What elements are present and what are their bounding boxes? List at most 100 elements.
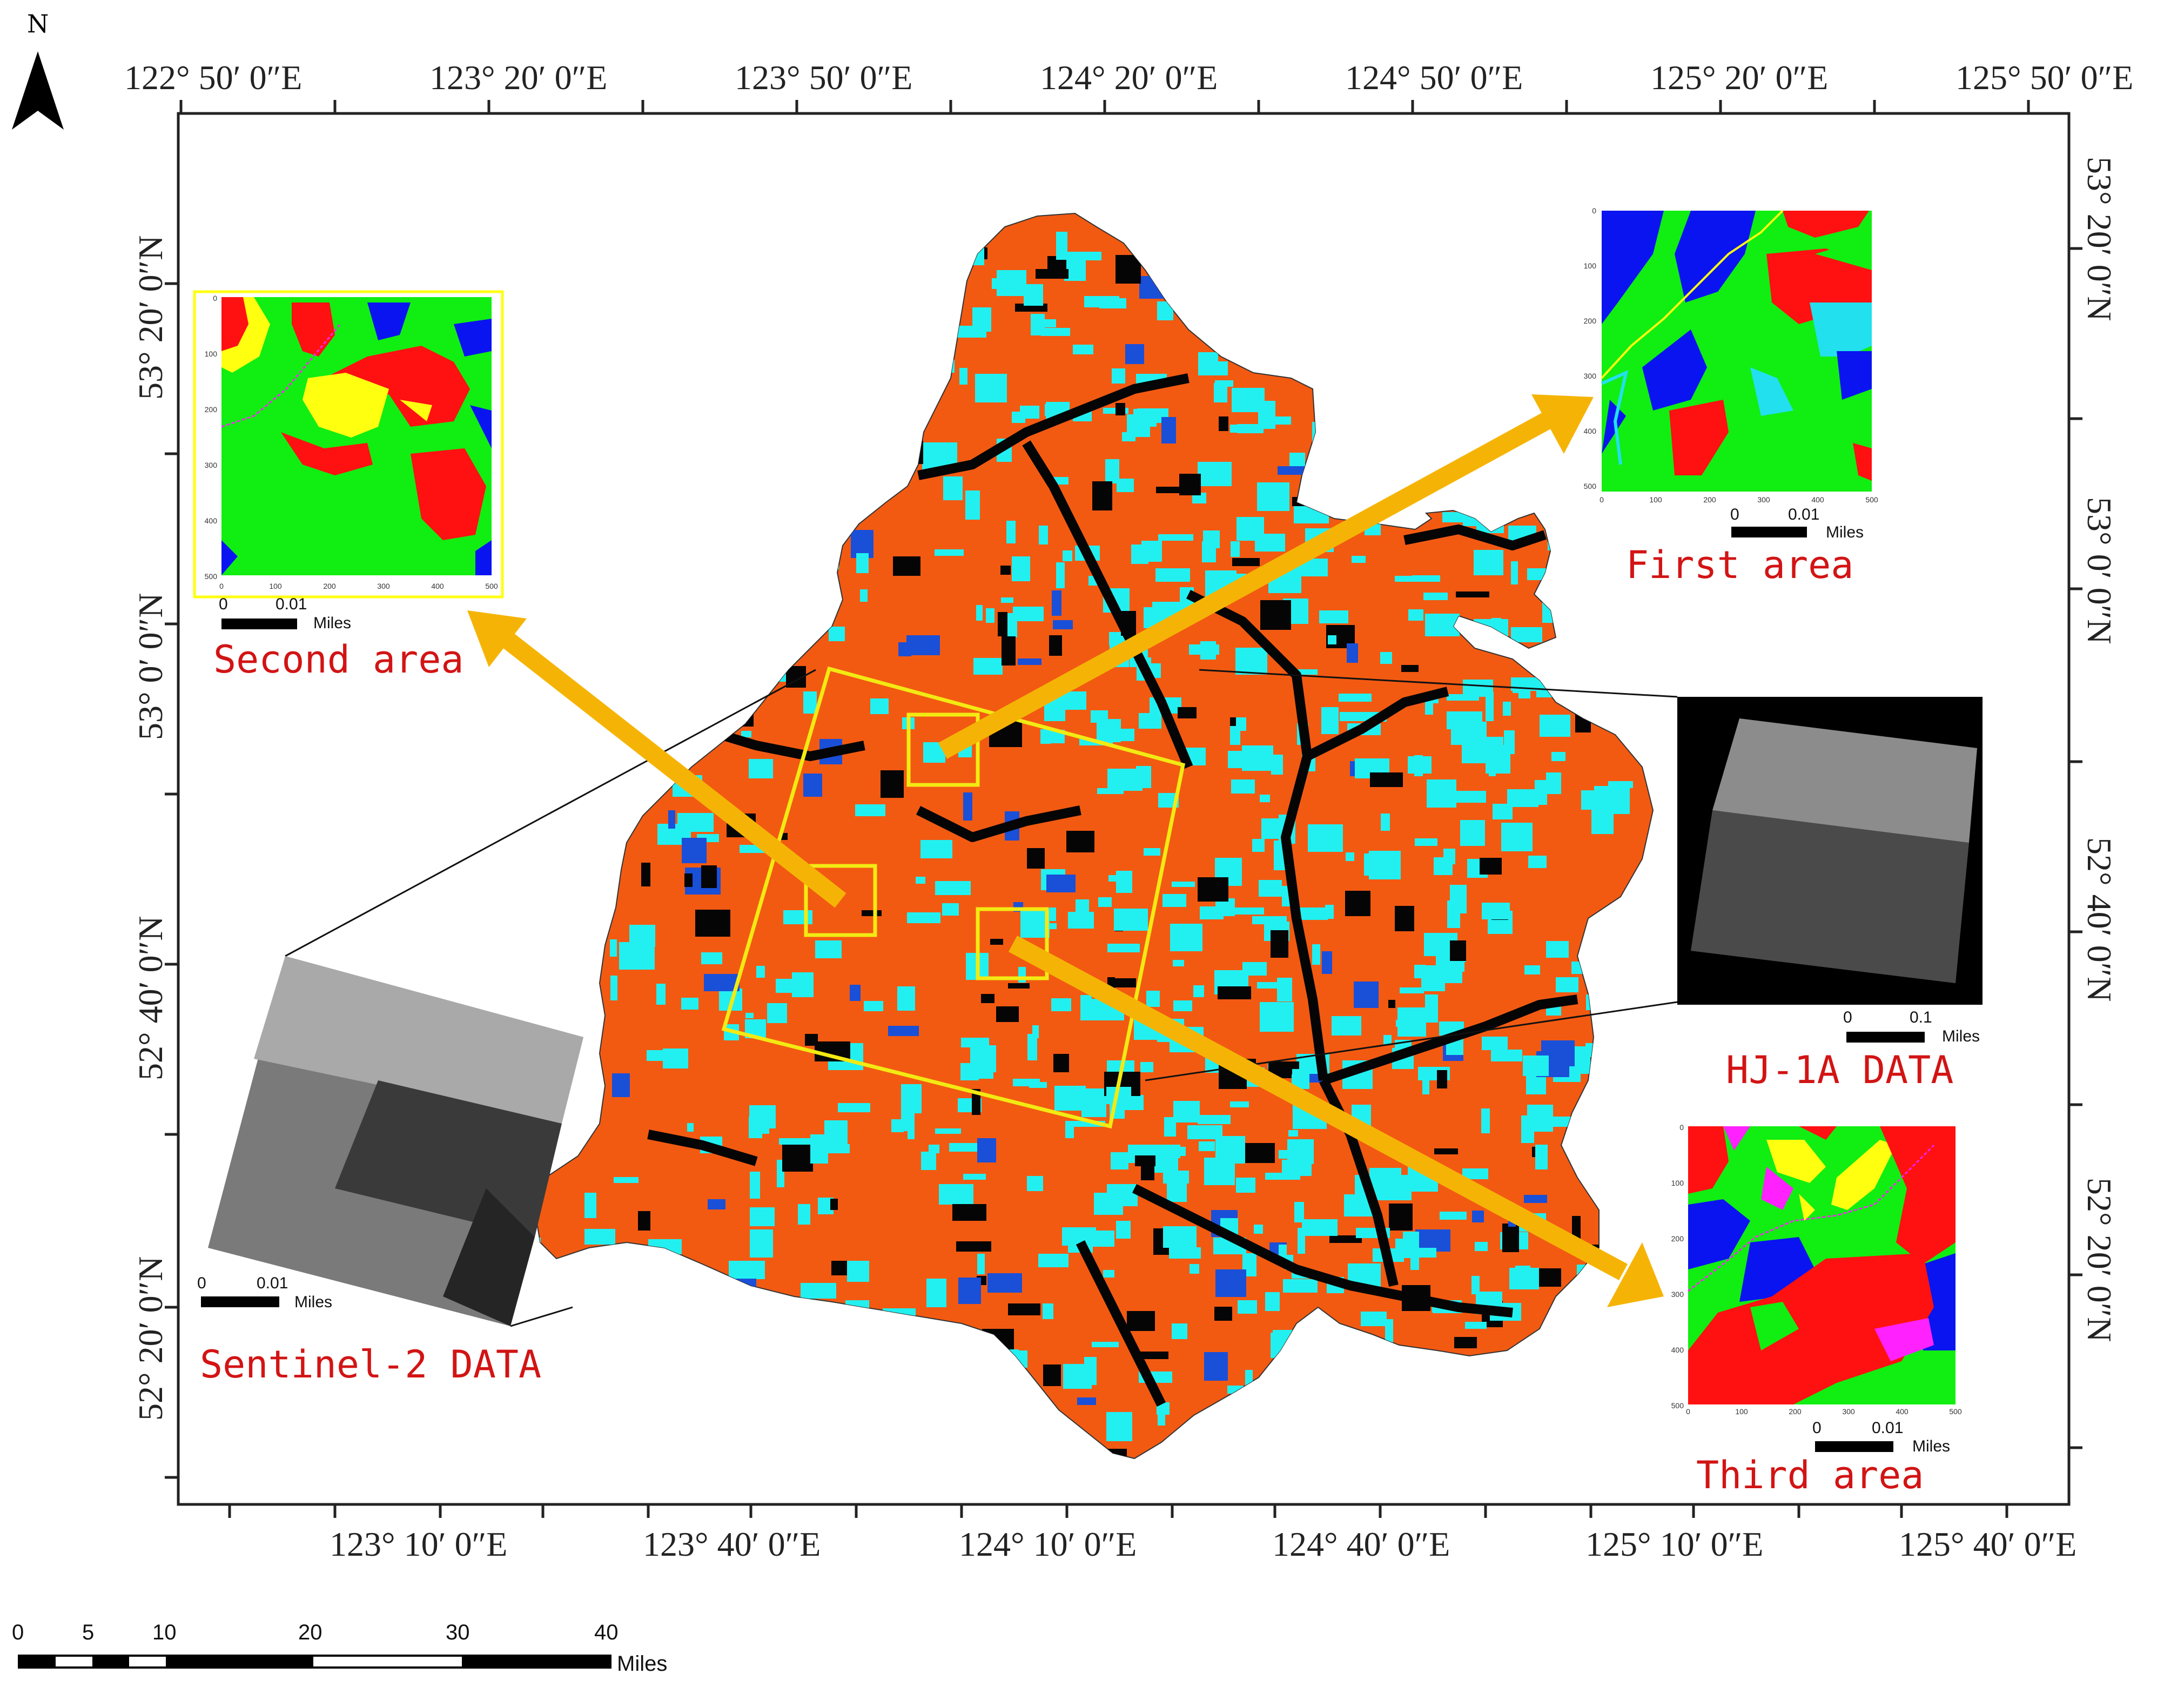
land-cover-patch — [565, 402, 574, 410]
sentinel-caption: Sentinel-2 DATA — [200, 1342, 541, 1387]
land-cover-patch — [913, 220, 935, 243]
land-cover-patch — [581, 795, 616, 811]
land-cover-patch — [870, 698, 889, 714]
land-cover-patch — [871, 250, 888, 264]
land-cover-patch — [1496, 318, 1522, 338]
land-cover-patch — [1503, 290, 1520, 300]
land-cover-patch — [977, 1138, 996, 1162]
land-cover-patch — [963, 1174, 986, 1180]
land-cover-patch — [799, 349, 821, 371]
land-cover-patch — [1480, 858, 1502, 875]
land-cover-patch — [1363, 1396, 1375, 1412]
land-cover-patch — [1117, 479, 1134, 492]
land-cover-patch — [844, 274, 859, 300]
land-cover-patch — [1511, 627, 1542, 642]
land-cover-patch — [682, 616, 695, 622]
land-cover-patch — [1563, 334, 1588, 346]
land-cover-patch — [803, 691, 817, 714]
pointer-arrows — [467, 394, 1664, 1307]
land-cover-patch — [1018, 658, 1041, 665]
land-cover-patch — [703, 226, 728, 239]
land-cover-patch — [750, 1172, 760, 1199]
land-cover-patch — [612, 1073, 630, 1097]
land-cover-patch — [1073, 1121, 1105, 1127]
land-cover-patch — [1395, 906, 1414, 931]
arrow-third-area — [1008, 936, 1664, 1307]
land-cover-patch — [1173, 960, 1184, 966]
svg-text:200: 200 — [205, 405, 218, 414]
svg-text:Miles: Miles — [1912, 1437, 1950, 1455]
land-cover-patch — [1442, 512, 1467, 522]
land-cover-patch — [1587, 1327, 1613, 1342]
land-cover-patch — [585, 1338, 597, 1356]
land-cover-patch — [799, 465, 823, 478]
land-cover-patch — [1389, 1204, 1413, 1231]
land-cover-patch — [850, 985, 861, 1001]
land-cover-patch — [1367, 306, 1398, 320]
land-cover-patch — [947, 1347, 965, 1353]
land-cover-patch — [645, 676, 670, 684]
land-cover-patch — [967, 216, 986, 228]
land-cover-patch — [1388, 1000, 1395, 1008]
land-cover-patch — [728, 1290, 759, 1315]
land-cover-patch — [1401, 305, 1416, 318]
land-cover-patch — [729, 1261, 765, 1279]
land-cover-patch — [750, 1229, 773, 1258]
svg-text:0: 0 — [12, 1621, 24, 1644]
land-cover-patch — [1218, 986, 1251, 999]
right-label-1: 53° 20′ 0″N — [2080, 157, 2119, 321]
land-cover-patch — [1427, 779, 1456, 808]
land-cover-patch — [1440, 1212, 1467, 1220]
hj1a-caption: HJ-1A DATA — [1726, 1048, 1953, 1092]
land-cover-patch — [1312, 1336, 1322, 1344]
land-cover-patch — [814, 1456, 822, 1458]
land-cover-patch — [1170, 924, 1202, 951]
land-cover-patch — [535, 865, 550, 879]
land-cover-patch — [1268, 256, 1287, 268]
land-cover-patch — [1535, 1268, 1561, 1287]
land-cover-patch — [665, 252, 696, 268]
land-cover-patch — [921, 1152, 936, 1170]
left-label-1: 53° 20′ 0″N — [131, 236, 170, 400]
land-cover-patch — [1044, 923, 1057, 929]
land-cover-patch — [689, 648, 696, 677]
land-cover-patch — [642, 613, 669, 628]
third-y-ticks: 0 100 200 300 400 500 — [1671, 1123, 1684, 1410]
land-cover-patch — [749, 1105, 776, 1128]
land-cover-patch — [560, 926, 583, 940]
land-cover-patch — [1178, 707, 1197, 718]
land-cover-patch — [1503, 702, 1511, 716]
land-cover-patch — [1127, 414, 1150, 437]
land-cover-patch — [820, 1407, 843, 1433]
land-cover-patch — [1540, 214, 1563, 234]
land-cover-patch — [1254, 1225, 1263, 1234]
land-cover-patch — [1352, 556, 1366, 563]
svg-text:300: 300 — [1584, 372, 1597, 380]
land-cover-patch — [952, 1204, 986, 1221]
svg-text:0: 0 — [1686, 1407, 1690, 1416]
land-cover-patch — [1454, 1337, 1477, 1348]
land-cover-patch — [1141, 1166, 1154, 1180]
land-cover-patch — [1460, 820, 1485, 846]
land-cover-patch — [1104, 729, 1134, 741]
land-cover-patch — [1476, 516, 1504, 533]
land-cover-patch — [1279, 1343, 1294, 1372]
left-label-3: 52° 40′ 0″N — [131, 916, 170, 1080]
land-cover-patch — [592, 332, 615, 341]
land-cover-patch — [1564, 1429, 1571, 1436]
land-cover-patch — [1271, 930, 1288, 958]
land-cover-patch — [1531, 1455, 1539, 1458]
land-cover-patch — [833, 308, 843, 327]
land-cover-patch — [713, 674, 742, 690]
svg-text:100: 100 — [205, 349, 218, 358]
land-cover-patch — [1447, 694, 1479, 701]
land-cover-patch — [1401, 436, 1428, 451]
land-cover-patch — [1396, 1020, 1414, 1027]
svg-text:100: 100 — [1584, 261, 1597, 270]
land-cover-patch — [1027, 1034, 1037, 1060]
river-line — [701, 724, 865, 761]
land-cover-patch — [673, 577, 688, 603]
land-cover-patch — [598, 1283, 616, 1304]
land-cover-patch — [1252, 916, 1287, 924]
land-cover-patch — [955, 1327, 965, 1345]
